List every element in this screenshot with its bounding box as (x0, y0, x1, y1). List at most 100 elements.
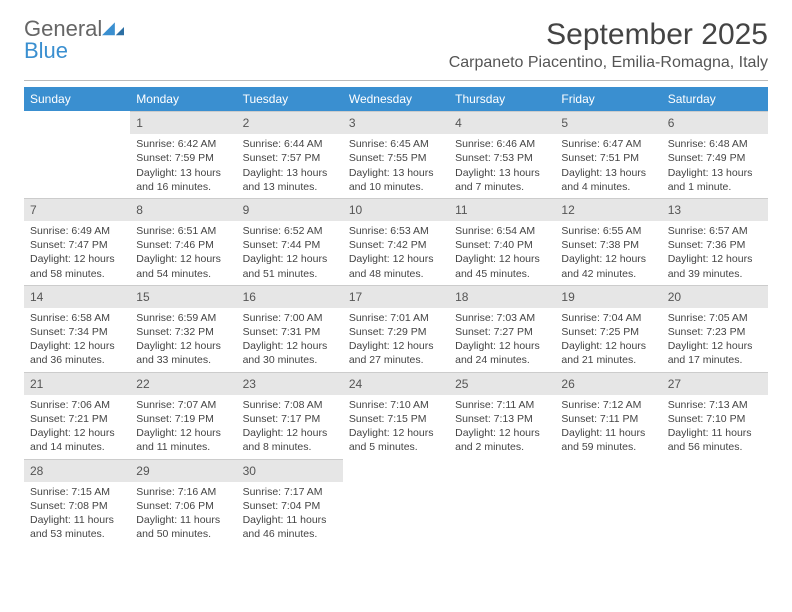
weekday-header: Thursday (449, 87, 555, 111)
day-number: 2 (237, 111, 343, 134)
sunset-text: Sunset: 7:21 PM (30, 412, 124, 426)
calendar-day-cell: 24Sunrise: 7:10 AMSunset: 7:15 PMDayligh… (343, 372, 449, 459)
weekday-header: Sunday (24, 87, 130, 111)
sunset-text: Sunset: 7:55 PM (349, 151, 443, 165)
calendar-week-row: 14Sunrise: 6:58 AMSunset: 7:34 PMDayligh… (24, 285, 768, 372)
daylight-line2: and 59 minutes. (561, 440, 655, 454)
daylight-line1: Daylight: 12 hours (243, 252, 337, 266)
daylight-line1: Daylight: 11 hours (243, 513, 337, 527)
day-details: Sunrise: 7:15 AMSunset: 7:08 PMDaylight:… (24, 482, 130, 546)
daylight-line2: and 46 minutes. (243, 527, 337, 541)
header: General Blue September 2025 Carpaneto Pi… (24, 18, 768, 72)
calendar-day-cell: 22Sunrise: 7:07 AMSunset: 7:19 PMDayligh… (130, 372, 236, 459)
calendar-day-cell: 5Sunrise: 6:47 AMSunset: 7:51 PMDaylight… (555, 111, 661, 198)
daylight-line2: and 33 minutes. (136, 353, 230, 367)
day-number: 22 (130, 372, 236, 395)
daylight-line1: Daylight: 12 hours (136, 252, 230, 266)
sunrise-text: Sunrise: 6:47 AM (561, 137, 655, 151)
sunset-text: Sunset: 7:19 PM (136, 412, 230, 426)
sunrise-text: Sunrise: 7:16 AM (136, 485, 230, 499)
calendar-day-cell: 13Sunrise: 6:57 AMSunset: 7:36 PMDayligh… (662, 198, 768, 285)
divider (24, 80, 768, 81)
day-number: 21 (24, 372, 130, 395)
sunset-text: Sunset: 7:04 PM (243, 499, 337, 513)
calendar-day-cell: 9Sunrise: 6:52 AMSunset: 7:44 PMDaylight… (237, 198, 343, 285)
daylight-line1: Daylight: 12 hours (455, 426, 549, 440)
sunset-text: Sunset: 7:11 PM (561, 412, 655, 426)
day-details: Sunrise: 7:08 AMSunset: 7:17 PMDaylight:… (237, 395, 343, 459)
daylight-line1: Daylight: 13 hours (561, 166, 655, 180)
daylight-line2: and 11 minutes. (136, 440, 230, 454)
day-details: Sunrise: 6:47 AMSunset: 7:51 PMDaylight:… (555, 134, 661, 198)
day-details: Sunrise: 7:07 AMSunset: 7:19 PMDaylight:… (130, 395, 236, 459)
daylight-line2: and 8 minutes. (243, 440, 337, 454)
day-number: 1 (130, 111, 236, 134)
weekday-header: Saturday (662, 87, 768, 111)
daylight-line1: Daylight: 11 hours (30, 513, 124, 527)
calendar-day-cell (662, 459, 768, 546)
day-details: Sunrise: 7:12 AMSunset: 7:11 PMDaylight:… (555, 395, 661, 459)
sunrise-text: Sunrise: 6:59 AM (136, 311, 230, 325)
sunrise-text: Sunrise: 6:53 AM (349, 224, 443, 238)
daylight-line2: and 21 minutes. (561, 353, 655, 367)
sunset-text: Sunset: 7:25 PM (561, 325, 655, 339)
day-details: Sunrise: 6:46 AMSunset: 7:53 PMDaylight:… (449, 134, 555, 198)
day-number: 13 (662, 198, 768, 221)
daylight-line2: and 24 minutes. (455, 353, 549, 367)
sunrise-text: Sunrise: 7:04 AM (561, 311, 655, 325)
day-details: Sunrise: 7:04 AMSunset: 7:25 PMDaylight:… (555, 308, 661, 372)
sunrise-text: Sunrise: 7:05 AM (668, 311, 762, 325)
day-number: 4 (449, 111, 555, 134)
sunrise-text: Sunrise: 7:03 AM (455, 311, 549, 325)
day-number: 9 (237, 198, 343, 221)
daylight-line2: and 10 minutes. (349, 180, 443, 194)
sunset-text: Sunset: 7:08 PM (30, 499, 124, 513)
sunrise-text: Sunrise: 6:51 AM (136, 224, 230, 238)
day-number: 15 (130, 285, 236, 308)
sunset-text: Sunset: 7:59 PM (136, 151, 230, 165)
day-details: Sunrise: 6:51 AMSunset: 7:46 PMDaylight:… (130, 221, 236, 285)
weekday-header: Monday (130, 87, 236, 111)
calendar-day-cell (449, 459, 555, 546)
daylight-line1: Daylight: 12 hours (349, 426, 443, 440)
sunset-text: Sunset: 7:17 PM (243, 412, 337, 426)
day-details: Sunrise: 7:05 AMSunset: 7:23 PMDaylight:… (662, 308, 768, 372)
daylight-line2: and 5 minutes. (349, 440, 443, 454)
location-subtitle: Carpaneto Piacentino, Emilia-Romagna, It… (449, 54, 768, 72)
sunrise-text: Sunrise: 7:15 AM (30, 485, 124, 499)
calendar-day-cell: 27Sunrise: 7:13 AMSunset: 7:10 PMDayligh… (662, 372, 768, 459)
day-details: Sunrise: 7:10 AMSunset: 7:15 PMDaylight:… (343, 395, 449, 459)
logo-word-blue: Blue (24, 38, 68, 63)
calendar-day-cell: 26Sunrise: 7:12 AMSunset: 7:11 PMDayligh… (555, 372, 661, 459)
sunset-text: Sunset: 7:31 PM (243, 325, 337, 339)
sunset-text: Sunset: 7:32 PM (136, 325, 230, 339)
sunrise-text: Sunrise: 7:13 AM (668, 398, 762, 412)
sunset-text: Sunset: 7:13 PM (455, 412, 549, 426)
daylight-line2: and 45 minutes. (455, 267, 549, 281)
daylight-line1: Daylight: 12 hours (668, 339, 762, 353)
daylight-line2: and 51 minutes. (243, 267, 337, 281)
calendar-day-cell: 12Sunrise: 6:55 AMSunset: 7:38 PMDayligh… (555, 198, 661, 285)
day-number: 17 (343, 285, 449, 308)
daylight-line1: Daylight: 11 hours (561, 426, 655, 440)
day-details: Sunrise: 7:00 AMSunset: 7:31 PMDaylight:… (237, 308, 343, 372)
day-details: Sunrise: 7:17 AMSunset: 7:04 PMDaylight:… (237, 482, 343, 546)
day-number: 12 (555, 198, 661, 221)
weekday-header: Friday (555, 87, 661, 111)
sunset-text: Sunset: 7:51 PM (561, 151, 655, 165)
sunrise-text: Sunrise: 7:01 AM (349, 311, 443, 325)
sunrise-text: Sunrise: 6:55 AM (561, 224, 655, 238)
day-number: 19 (555, 285, 661, 308)
day-details: Sunrise: 6:49 AMSunset: 7:47 PMDaylight:… (24, 221, 130, 285)
weekday-header: Wednesday (343, 87, 449, 111)
daylight-line2: and 13 minutes. (243, 180, 337, 194)
sunrise-text: Sunrise: 6:42 AM (136, 137, 230, 151)
daylight-line1: Daylight: 12 hours (243, 426, 337, 440)
calendar-table: SundayMondayTuesdayWednesdayThursdayFrid… (24, 87, 768, 545)
sunrise-text: Sunrise: 7:17 AM (243, 485, 337, 499)
calendar-day-cell: 3Sunrise: 6:45 AMSunset: 7:55 PMDaylight… (343, 111, 449, 198)
calendar-day-cell: 6Sunrise: 6:48 AMSunset: 7:49 PMDaylight… (662, 111, 768, 198)
daylight-line1: Daylight: 13 hours (349, 166, 443, 180)
daylight-line1: Daylight: 12 hours (561, 339, 655, 353)
sunset-text: Sunset: 7:44 PM (243, 238, 337, 252)
